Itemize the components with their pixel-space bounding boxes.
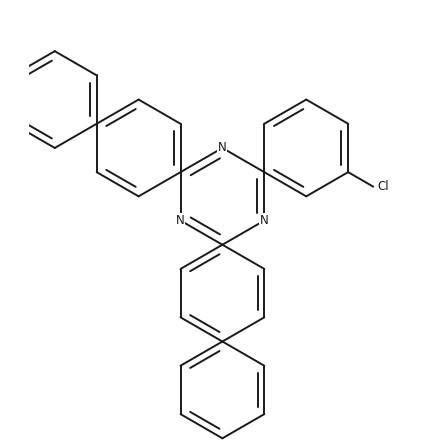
Text: N: N [176,214,184,227]
Text: N: N [259,214,268,227]
Text: N: N [218,142,226,155]
Text: Cl: Cl [377,180,388,193]
